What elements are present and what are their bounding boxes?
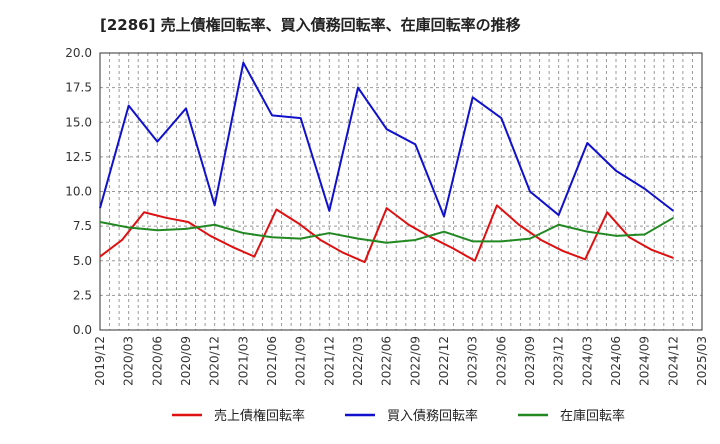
x-tick-label: 2023/06 bbox=[494, 336, 508, 386]
y-tick-label: 17.5 bbox=[65, 81, 92, 95]
x-tick-label: 2021/12 bbox=[322, 336, 336, 386]
x-tick-label: 2024/03 bbox=[580, 336, 594, 386]
series-line-3 bbox=[99, 216, 674, 244]
plot-frame bbox=[99, 52, 703, 331]
legend-label-2: 買入債務回転率 bbox=[387, 408, 478, 424]
y-tick-label: 7.5 bbox=[73, 219, 92, 233]
y-tick-label: 2.5 bbox=[73, 288, 92, 302]
series-line-2 bbox=[99, 61, 674, 218]
x-tick-label: 2022/12 bbox=[437, 336, 451, 386]
y-tick-label: 5.0 bbox=[73, 254, 92, 268]
x-tick-label: 2024/12 bbox=[666, 336, 680, 386]
chart-title: [2286] 売上債権回転率、買入債務回転率、在庫回転率の推移 bbox=[100, 16, 521, 34]
x-tick-label: 2020/09 bbox=[179, 336, 193, 386]
x-tick-label: 2024/09 bbox=[638, 336, 652, 386]
x-tick-label: 2023/03 bbox=[466, 336, 480, 386]
y-tick-label: 0.0 bbox=[73, 323, 92, 337]
x-tick-label: 2021/03 bbox=[236, 336, 250, 386]
y-tick-label: 20.0 bbox=[65, 46, 92, 60]
legend-label-3: 在庫回転率 bbox=[560, 408, 625, 424]
x-tick-label: 2025/03 bbox=[695, 336, 709, 386]
x-tick-label: 2024/06 bbox=[609, 336, 623, 386]
x-tick-label: 2022/06 bbox=[380, 336, 394, 386]
y-tick-label: 15.0 bbox=[65, 115, 92, 129]
legend-label-1: 売上債権回転率 bbox=[214, 408, 305, 424]
x-tick-label: 2020/06 bbox=[150, 336, 164, 386]
x-tick-label: 2023/09 bbox=[523, 336, 537, 386]
x-tick-label: 2021/09 bbox=[294, 336, 308, 386]
x-tick-label: 2020/12 bbox=[208, 336, 222, 386]
x-tick-label: 2023/12 bbox=[552, 336, 566, 386]
y-tick-label: 10.0 bbox=[65, 185, 92, 199]
x-tick-label: 2019/12 bbox=[93, 336, 107, 386]
x-tick-label: 2021/06 bbox=[265, 336, 279, 386]
y-tick-label: 12.5 bbox=[65, 150, 92, 164]
x-tick-label: 2022/03 bbox=[351, 336, 365, 386]
x-tick-label: 2020/03 bbox=[122, 336, 136, 386]
x-tick-label: 2022/09 bbox=[408, 336, 422, 386]
